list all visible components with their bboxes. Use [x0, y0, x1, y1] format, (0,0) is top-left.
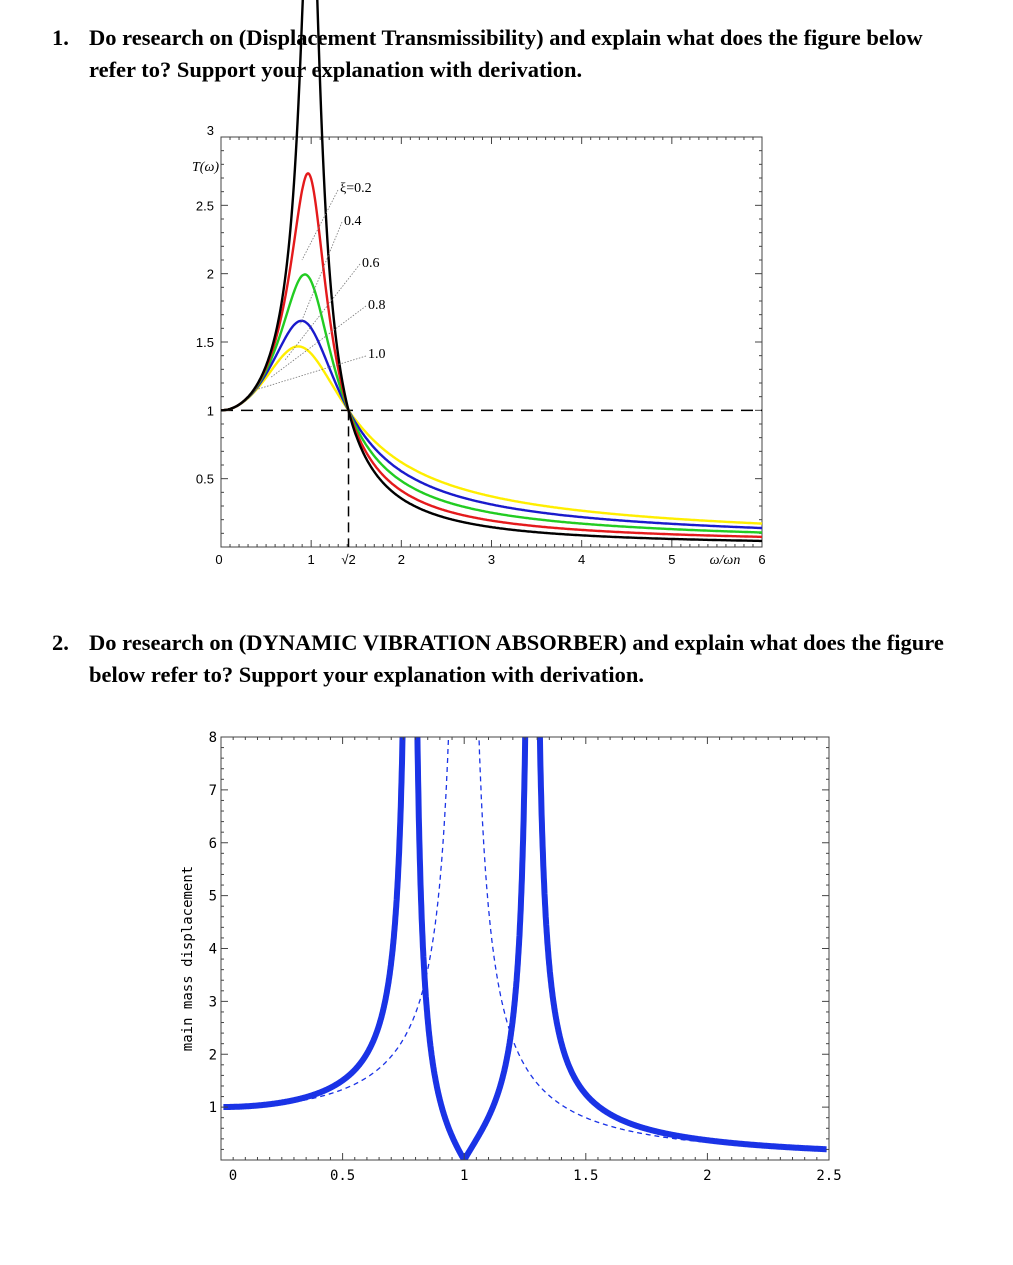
question-text: Do research on (DYNAMIC VIBRATION ABSORB…	[89, 630, 944, 687]
transmissibility-chart: 0 1 √2 2 3 4 5 6 0.5 1 1.5 2 2.5 3 T(ω) ω/ωn ξ=0.2 0.4 0.6…	[192, 0, 766, 568]
y-tick-label: 0.5	[196, 472, 214, 487]
x-tick-label: 0	[215, 552, 222, 567]
x-tick-label: 1	[460, 1168, 468, 1184]
x-tick-label: 3	[488, 552, 495, 567]
x-tick-label: 1.5	[573, 1168, 598, 1184]
x-tick-label: 0	[229, 1168, 237, 1184]
x-tick-label: 2	[398, 552, 405, 567]
annotation-label: 0.4	[344, 214, 362, 229]
x-tick-label: 2.5	[816, 1168, 841, 1184]
x-tick-label: √2	[341, 552, 355, 567]
y-tick-label: 1	[207, 403, 214, 418]
series-line	[221, 319, 762, 530]
y-tick-label: 2	[209, 1047, 217, 1063]
annotation-label: 0.8	[368, 298, 386, 313]
y-tick-label: 8	[209, 730, 217, 746]
series-line	[221, 0, 762, 543]
y-tick-label: 7	[209, 783, 217, 799]
annotation-label: 0.6	[362, 256, 380, 271]
x-tick-label: 4	[578, 552, 585, 567]
question-1: 1. Do research on (Displacement Transmis…	[52, 22, 972, 92]
annotation-leader	[301, 189, 339, 261]
y-tick-label: 5	[209, 889, 217, 905]
y-tick-label: 4	[209, 942, 217, 958]
annotation-leader	[299, 221, 343, 326]
plot-area	[221, 737, 829, 1160]
y-tick-label: 3	[207, 123, 214, 138]
y-axis-label: T(ω)	[192, 160, 219, 175]
y-axis-label: main mass displacement	[180, 866, 196, 1051]
question-text: Do research on (Displacement Transmissib…	[89, 25, 923, 82]
annotation-leader	[284, 263, 361, 361]
y-tick-label: 2.5	[196, 198, 214, 213]
x-tick-label: 6	[758, 552, 765, 567]
y-tick-label: 2	[207, 267, 214, 282]
annotation-leader	[254, 355, 367, 391]
x-tick-label: 0.5	[330, 1168, 355, 1184]
y-tick-label: 1.5	[196, 335, 214, 350]
annotation-leader	[269, 305, 367, 379]
x-tick-label: 1	[308, 552, 315, 567]
annotation-label: ξ=0.2	[340, 181, 372, 196]
series-line-solid	[221, 737, 829, 1160]
question-2: 2. Do research on (DYNAMIC VIBRATION ABS…	[52, 627, 972, 697]
x-tick-label: 5	[668, 552, 675, 567]
series-line	[221, 273, 762, 534]
question-number: 1.	[52, 25, 69, 50]
series-line	[221, 345, 763, 525]
y-tick-label: 1	[209, 1100, 217, 1116]
x-tick-label: 2	[703, 1168, 711, 1184]
series-line	[221, 172, 762, 539]
y-tick-label: 6	[209, 836, 217, 852]
y-tick-label: 3	[209, 994, 217, 1010]
question-number: 2.	[52, 630, 69, 655]
x-axis-label: ω/ωn	[710, 553, 741, 568]
annotation-label: 1.0	[368, 347, 386, 362]
